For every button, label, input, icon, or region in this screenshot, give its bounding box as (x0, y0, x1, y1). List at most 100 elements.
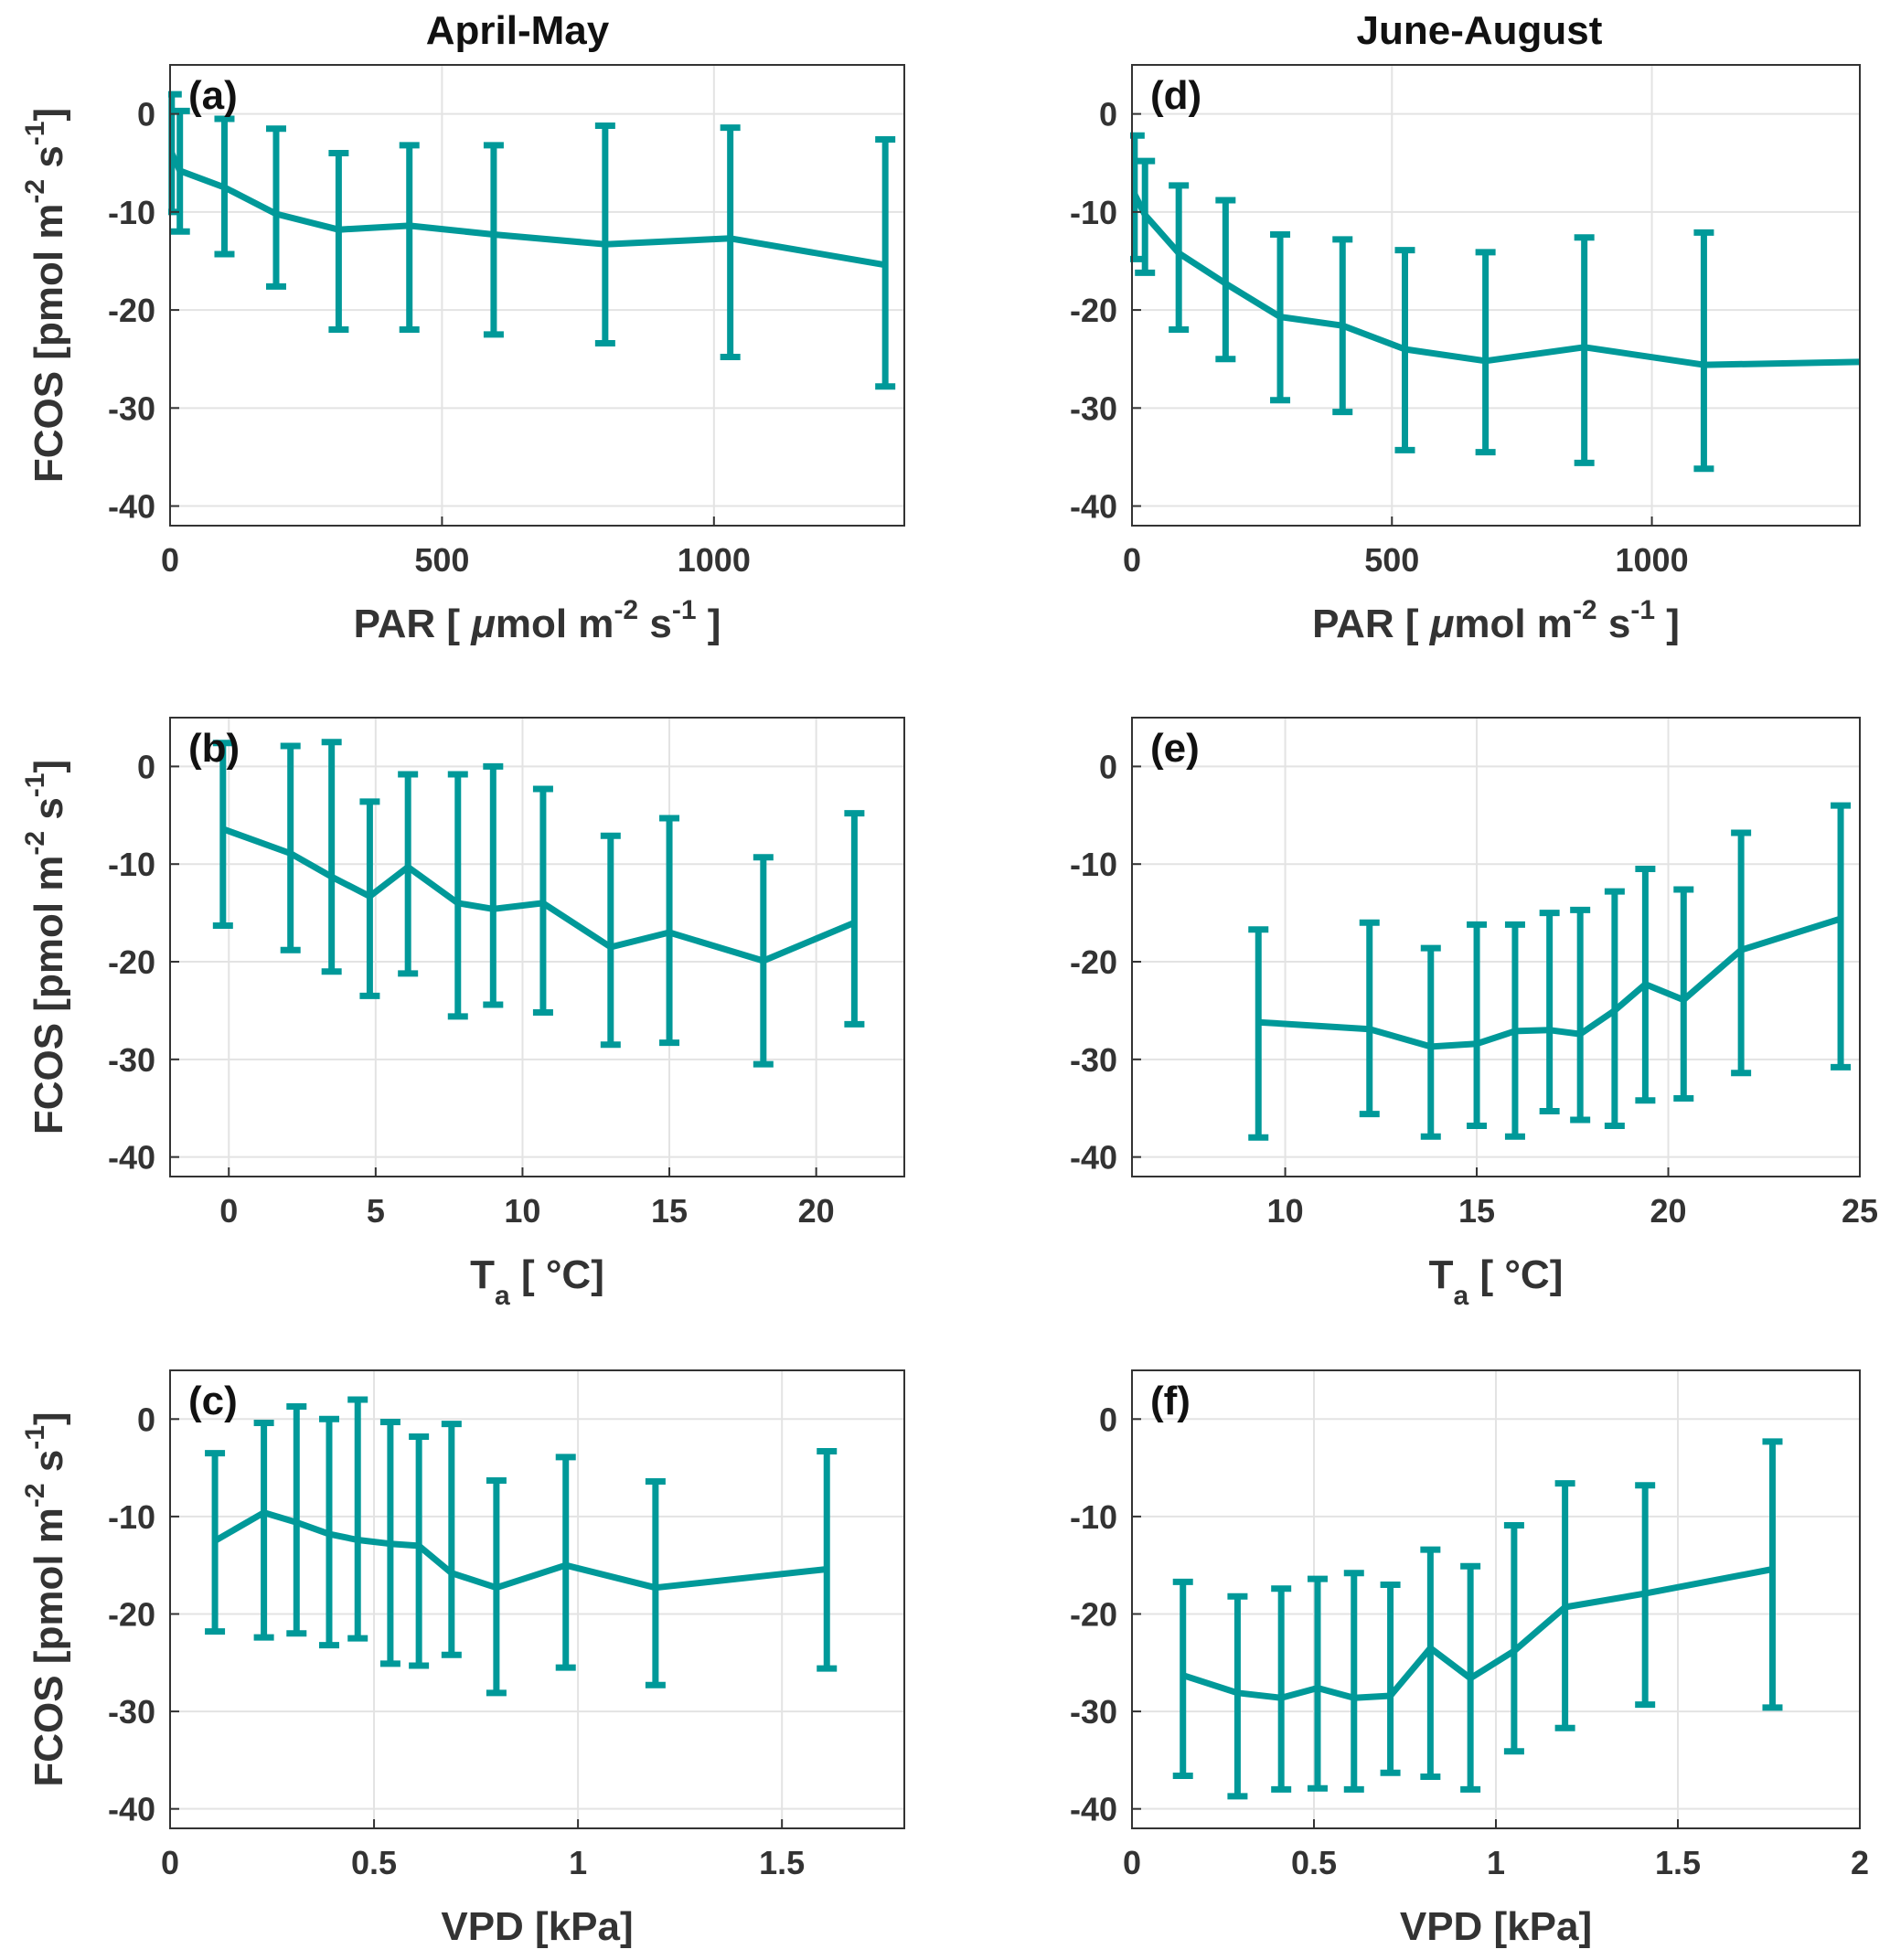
data-point (171, 153, 173, 154)
y-tick-label: -20 (1070, 943, 1117, 981)
data-point (328, 1533, 330, 1535)
y-tick-label: 0 (137, 1401, 155, 1438)
axes-box (1131, 717, 1861, 1177)
y-tick-label: -20 (108, 292, 155, 329)
data-point (1144, 214, 1146, 216)
y-tick-label: 0 (1099, 748, 1117, 785)
y-label-superscript: -2 (20, 179, 50, 204)
data-point (1771, 1568, 1773, 1570)
data-point (1353, 1697, 1355, 1699)
x-label-subscript: a (1454, 1281, 1469, 1311)
y-label-superscript: -1 (20, 773, 50, 798)
x-label-mid: s (638, 602, 672, 646)
x-label-suffix: ] (1655, 602, 1680, 646)
x-tick-label: 15 (1458, 1192, 1495, 1230)
chart-panel-b: 0 5 10 15 20 0 -10 -20 -30 -40 (b) Ta [ °C] FCOS [pm… (20, 717, 905, 1311)
x-tick-label: 0 (1123, 541, 1141, 579)
chart-panel-e: 10 15 20 25 0 -10 -20 -30 -40 (e) Ta [ °C] (1070, 717, 1878, 1311)
data-series (168, 91, 896, 390)
x-tick-label: 1 (1487, 1844, 1505, 1881)
data-point (1429, 1647, 1431, 1649)
data-point (1341, 325, 1343, 326)
axes-box (169, 1369, 905, 1829)
y-tick-label: -10 (1070, 194, 1117, 231)
y-label-superscript: -2 (20, 1483, 50, 1507)
data-series (1248, 802, 1852, 1141)
y-axis-label: FCOS [pmol m-2 s-1] (20, 1411, 71, 1786)
data-point (1682, 999, 1684, 1001)
x-tick-label: 0 (219, 1192, 238, 1230)
chart-panel-c: 0 0.5 1 1.5 0 -10 -20 -30 -40 (c) VPD [kPa] FCOS [p… (20, 1369, 905, 1949)
data-point (1514, 1030, 1516, 1032)
series-line (221, 826, 856, 964)
x-label-main: T (470, 1252, 495, 1297)
data-point (214, 1540, 216, 1542)
panel-label: (f) (1150, 1379, 1191, 1423)
y-tick-label: -30 (108, 389, 155, 427)
y-tick-label: -30 (108, 1041, 155, 1079)
x-axis-label: PAR [ μmol m-2 s-1 ] (1312, 595, 1680, 646)
x-tick-label: 1.5 (759, 1844, 805, 1881)
data-point (179, 170, 181, 172)
y-label-main: FCOS [pmol m (27, 204, 71, 484)
x-tick-label: 0.5 (351, 1844, 397, 1881)
x-label-superscript: -2 (614, 595, 638, 625)
data-series (1172, 1438, 1783, 1800)
x-axis-label: VPD [kPa] (441, 1904, 633, 1949)
y-tick-label: -20 (1070, 292, 1117, 329)
x-tick-label: 10 (1267, 1192, 1304, 1230)
chart-panel-f: 0 0.5 1 1.5 2 0 -10 -20 -30 -40 (f) VPD [kPa] (1070, 1369, 1869, 1949)
y-label-suffix: ] (27, 760, 71, 773)
data-point (1740, 949, 1742, 951)
x-tick-label: 1000 (678, 541, 751, 579)
data-point (331, 876, 333, 878)
data-point (493, 234, 495, 236)
panel-label: (b) (188, 726, 240, 771)
data-point (1644, 984, 1646, 985)
x-tick-label: 0.5 (1291, 1844, 1337, 1881)
y-axis-label: FCOS [pmol m-2 s-1] (20, 760, 71, 1134)
y-label-superscript: -1 (20, 122, 50, 146)
data-point (884, 264, 886, 266)
data-point (1513, 1650, 1515, 1652)
y-tick-label: 0 (137, 96, 155, 133)
y-label-main: FCOS [pmol m (27, 856, 71, 1135)
y-tick-label: -20 (108, 943, 155, 981)
panel-label: (d) (1150, 73, 1201, 118)
plot-area (170, 1370, 904, 1828)
x-label-main: mol m (496, 602, 614, 646)
data-point (295, 1521, 297, 1523)
x-tick-label: 2 (1851, 1844, 1869, 1881)
panel-label: (c) (188, 1379, 238, 1423)
y-label-superscript: -2 (20, 831, 50, 856)
x-tick-label: 1.5 (1655, 1844, 1701, 1881)
x-axis-label: VPD [kPa] (1400, 1904, 1592, 1949)
y-tick-label: -20 (1070, 1595, 1117, 1633)
column-title-june-august: June-August (1357, 8, 1603, 53)
data-point (730, 238, 731, 240)
data-point (222, 828, 224, 830)
data-point (853, 921, 855, 923)
y-tick-label: -40 (108, 1139, 155, 1177)
data-point (290, 852, 292, 854)
data-point (1178, 252, 1180, 254)
x-tick-label: 500 (1364, 541, 1419, 579)
y-tick-label: -30 (1070, 1693, 1117, 1731)
x-label-main: VPD [kPa] (1400, 1904, 1592, 1949)
data-point (604, 243, 606, 245)
data-point (409, 225, 411, 227)
x-tick-label: 10 (504, 1192, 540, 1230)
y-tick-label: 0 (137, 748, 155, 785)
data-point (223, 186, 225, 188)
data-point (1236, 1692, 1238, 1694)
data-series (205, 1396, 838, 1697)
x-tick-label: 25 (1842, 1192, 1878, 1230)
data-point (418, 1545, 420, 1547)
x-tick-label: 0 (161, 1844, 179, 1881)
data-point (407, 866, 409, 868)
x-tick-label: 0 (161, 541, 179, 579)
data-point (1840, 918, 1842, 920)
y-tick-label: -40 (1070, 488, 1117, 526)
